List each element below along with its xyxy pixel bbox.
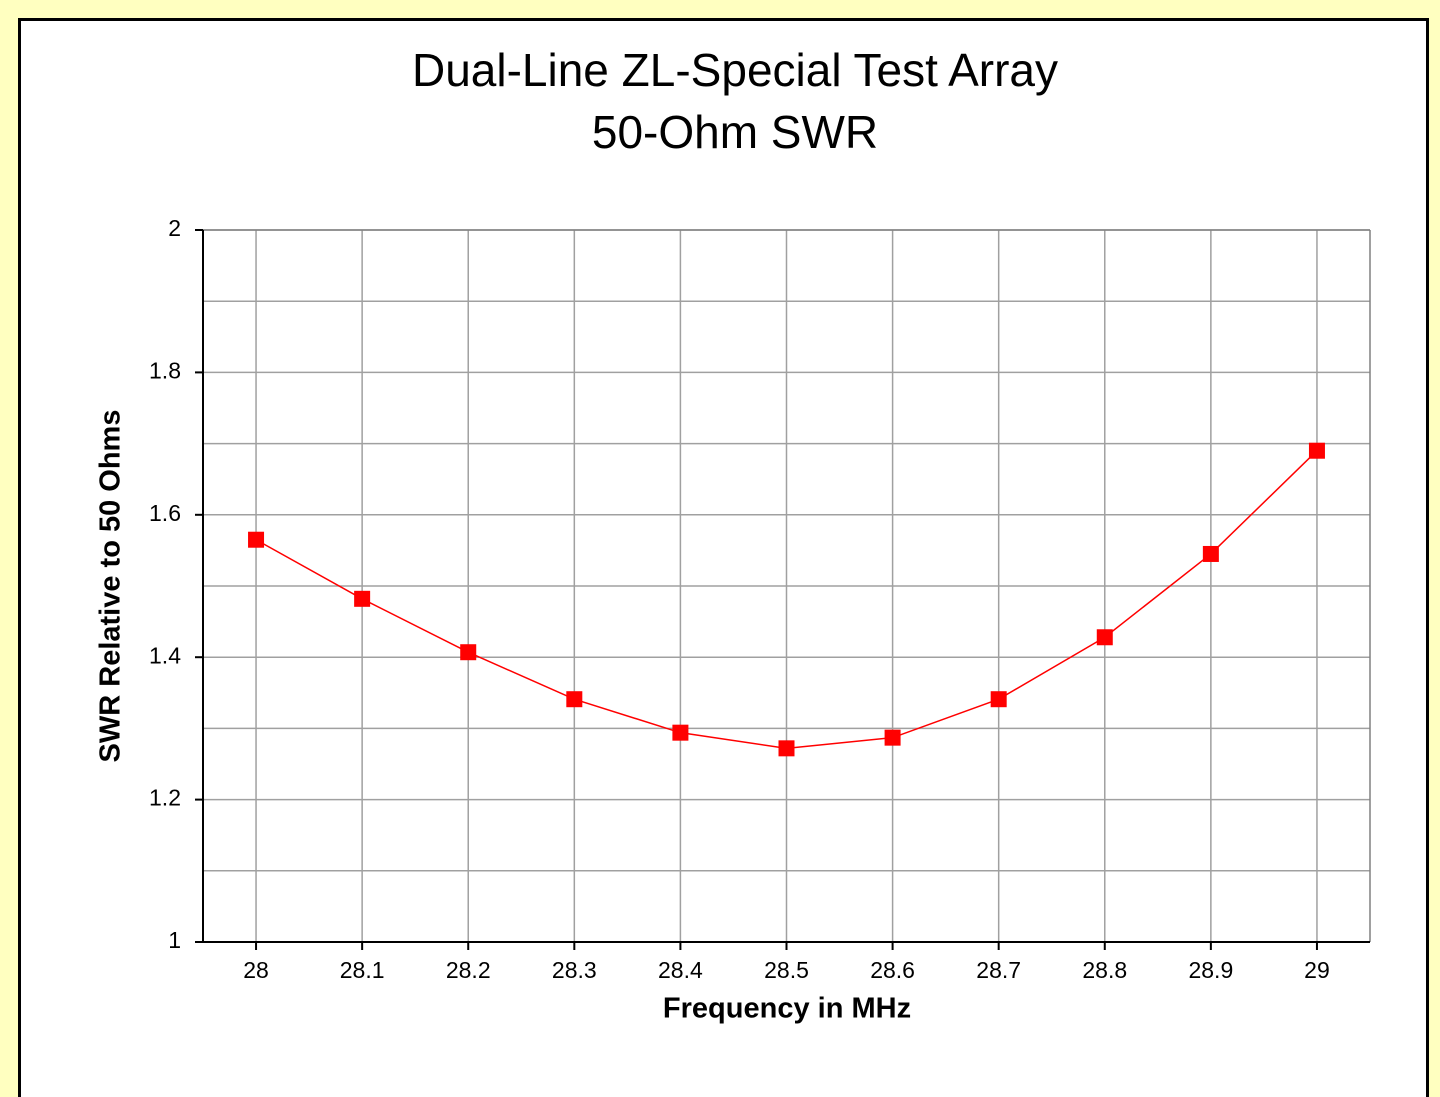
x-axis-label: Frequency in MHz xyxy=(663,993,911,1025)
data-point xyxy=(460,644,477,661)
x-tick-label: 28.2 xyxy=(446,957,491,983)
x-tick-label: 28.9 xyxy=(1188,957,1233,983)
data-point xyxy=(354,590,371,607)
chart-title: Dual-Line ZL-Special Test Array xyxy=(412,44,1058,96)
data-point xyxy=(248,531,265,548)
y-tick-label: 2 xyxy=(168,215,181,241)
y-axis-label: SWR Relative to 50 Ohms xyxy=(95,410,127,763)
x-tick-label: 28.3 xyxy=(552,957,597,983)
x-tick-label: 28.5 xyxy=(764,957,809,983)
x-tick-label: 28.6 xyxy=(870,957,915,983)
y-tick-label: 1 xyxy=(168,927,181,953)
y-tick-label: 1.8 xyxy=(149,357,181,383)
data-point xyxy=(1308,442,1325,459)
data-point xyxy=(1202,545,1219,562)
x-tick-label: 29 xyxy=(1304,957,1330,983)
x-tick-label: 28.1 xyxy=(340,957,385,983)
y-tick-label: 1.6 xyxy=(149,500,181,526)
data-point xyxy=(566,691,583,708)
data-point xyxy=(1096,629,1113,646)
data-point xyxy=(990,691,1007,708)
panel xyxy=(18,18,1429,1097)
x-tick-label: 28 xyxy=(243,957,269,983)
x-tick-label: 28.7 xyxy=(976,957,1021,983)
data-point xyxy=(884,729,901,746)
x-tick-label: 28.8 xyxy=(1082,957,1127,983)
chart-subtitle: 50-Ohm SWR xyxy=(592,106,878,158)
y-tick-label: 1.2 xyxy=(149,785,181,811)
data-point xyxy=(778,740,795,757)
y-tick-label: 1.4 xyxy=(149,642,181,668)
x-tick-label: 28.4 xyxy=(658,957,703,983)
data-point xyxy=(672,724,689,741)
